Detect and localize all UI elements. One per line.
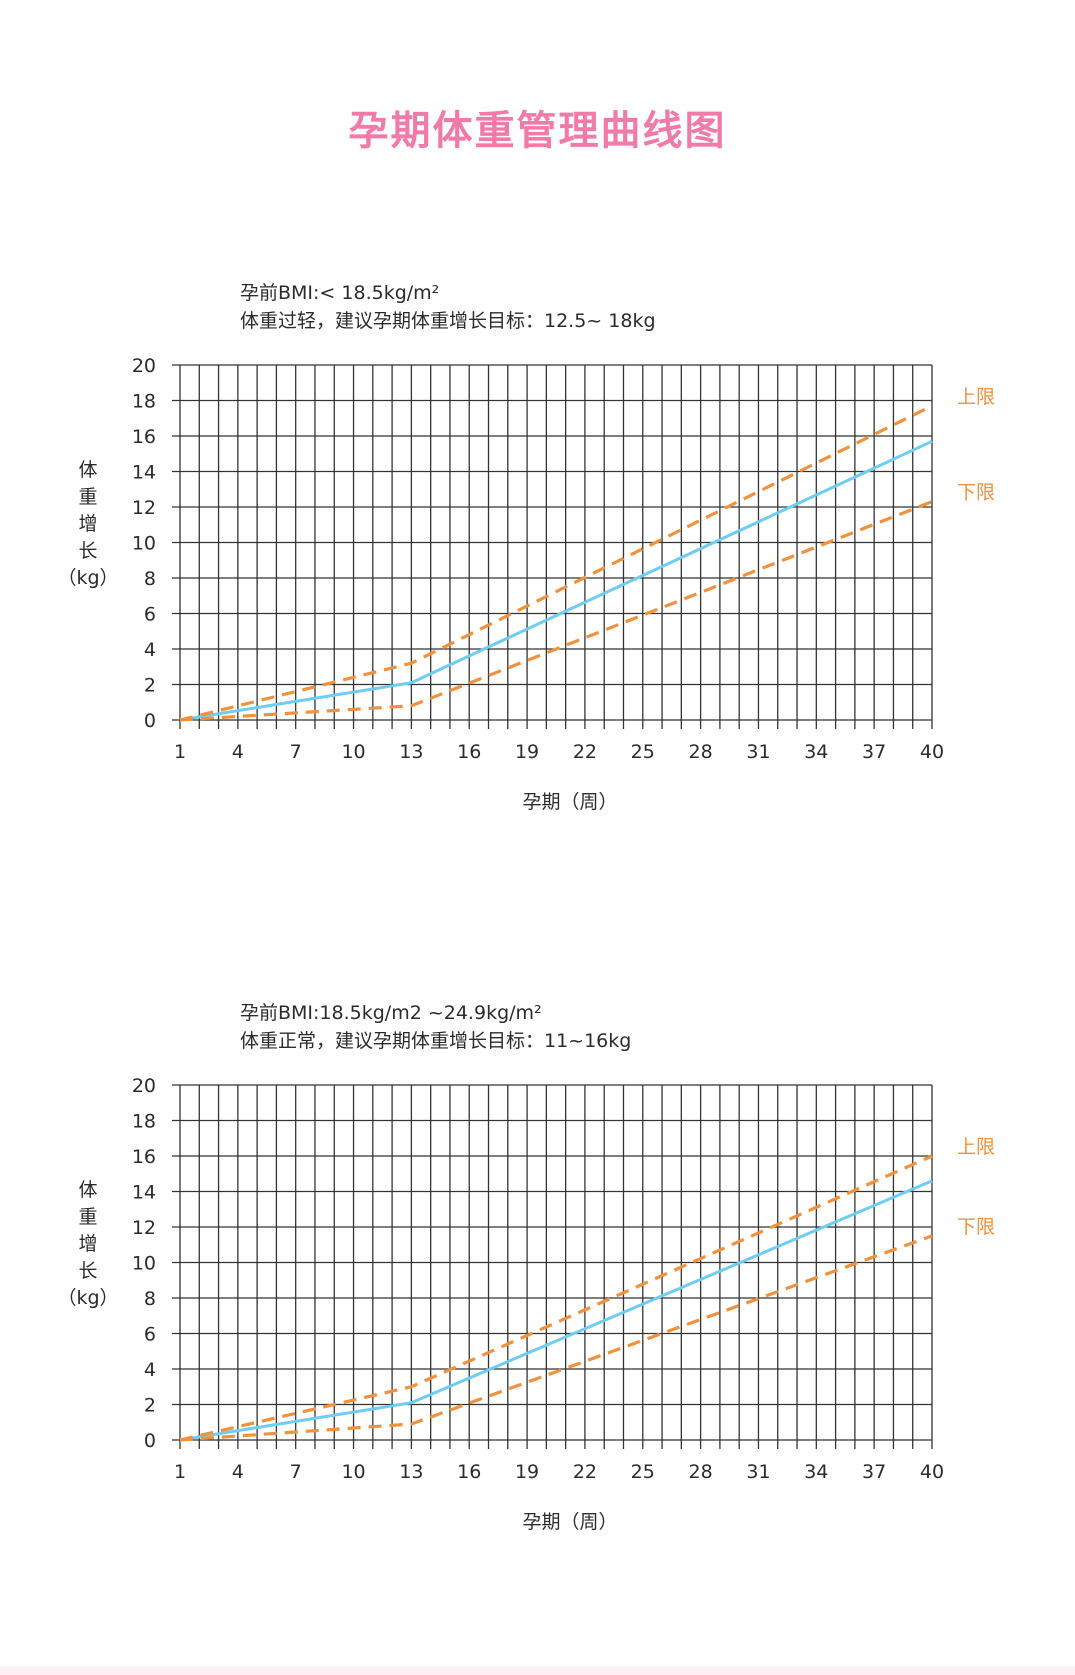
x-tick-label: 25 <box>631 741 655 763</box>
y-axis-label: 增 <box>78 1233 97 1255</box>
upper-limit-label: 上限 <box>957 386 995 408</box>
y-tick-label: 20 <box>132 1075 156 1097</box>
y-axis-label: 增 <box>78 513 97 535</box>
y-tick-label: 18 <box>132 1111 156 1133</box>
series-line-upper <box>179 404 933 722</box>
y-tick-label: 6 <box>144 1324 156 1346</box>
x-tick-label: 37 <box>862 1461 886 1483</box>
x-tick-label: 7 <box>290 1461 302 1483</box>
y-tick-label: 10 <box>132 1253 156 1275</box>
y-tick-label: 2 <box>144 675 156 697</box>
x-tick-label: 37 <box>862 741 886 763</box>
x-tick-label: 1 <box>174 1461 186 1483</box>
lower-limit-label: 下限 <box>957 1216 995 1238</box>
x-tick-label: 22 <box>573 741 597 763</box>
y-tick-label: 6 <box>144 604 156 626</box>
y-axis-label: 体 <box>78 459 97 481</box>
y-tick-label: 14 <box>132 462 156 484</box>
x-tick-label: 19 <box>515 1461 539 1483</box>
y-axis-label: 长 <box>78 540 97 562</box>
y-axis-label: （kg） <box>57 1287 118 1309</box>
x-tick-label: 40 <box>920 1461 944 1483</box>
y-tick-label: 4 <box>144 639 156 661</box>
x-tick-label: 22 <box>573 1461 597 1483</box>
upper-limit-label: 上限 <box>957 1136 995 1158</box>
page-title: 孕期体重管理曲线图 <box>348 108 727 154</box>
y-tick-label: 0 <box>144 710 156 732</box>
x-tick-label: 34 <box>804 741 828 763</box>
y-axis-label: 重 <box>78 486 97 508</box>
x-tick-label: 16 <box>457 1461 481 1483</box>
x-tick-label: 16 <box>457 741 481 763</box>
bmi-range-text: 孕前BMI:18.5kg/m2 ~24.9kg/m² <box>240 1002 542 1024</box>
y-tick-label: 8 <box>144 1288 156 1310</box>
x-tick-label: 10 <box>341 741 365 763</box>
y-tick-label: 2 <box>144 1395 156 1417</box>
x-axis-label: 孕期（周） <box>522 1511 617 1533</box>
y-tick-label: 12 <box>132 497 156 519</box>
x-tick-label: 7 <box>290 741 302 763</box>
series-line-upper <box>179 1154 933 1442</box>
y-tick-label: 12 <box>132 1217 156 1239</box>
y-tick-label: 4 <box>144 1359 156 1381</box>
bottom-decor-strip <box>0 1666 1075 1675</box>
y-tick-label: 8 <box>144 568 156 590</box>
chart-panel-underweight: 孕前BMI:< 18.5kg/m² 体重过轻，建议孕期体重增长目标：12.5~ … <box>0 278 1075 838</box>
x-tick-label: 13 <box>399 1461 423 1483</box>
weight-target-text: 体重正常，建议孕期体重增长目标：11~16kg <box>240 1030 632 1052</box>
series-line-actual <box>179 439 933 722</box>
y-axis-label: 体 <box>78 1179 97 1201</box>
x-tick-label: 28 <box>689 741 713 763</box>
series-line-actual <box>179 1179 933 1442</box>
x-tick-label: 40 <box>920 741 944 763</box>
y-tick-label: 20 <box>132 355 156 377</box>
y-axis-label: 长 <box>78 1260 97 1282</box>
series-line-lower <box>179 1234 933 1442</box>
y-tick-label: 10 <box>132 533 156 555</box>
x-tick-label: 31 <box>746 741 770 763</box>
x-tick-label: 13 <box>399 741 423 763</box>
y-tick-label: 16 <box>132 426 156 448</box>
x-tick-label: 31 <box>746 1461 770 1483</box>
x-tick-label: 4 <box>232 741 244 763</box>
y-tick-label: 14 <box>132 1182 156 1204</box>
y-tick-label: 16 <box>132 1146 156 1168</box>
x-tick-label: 4 <box>232 1461 244 1483</box>
x-tick-label: 1 <box>174 741 186 763</box>
lower-limit-label: 下限 <box>957 482 995 504</box>
x-tick-label: 19 <box>515 741 539 763</box>
series-line-lower <box>179 500 933 722</box>
y-tick-label: 18 <box>132 391 156 413</box>
x-tick-label: 28 <box>689 1461 713 1483</box>
chart-panel-normal: 孕前BMI:18.5kg/m2 ~24.9kg/m² 体重正常，建议孕期体重增长… <box>0 998 1075 1558</box>
x-axis-label: 孕期（周） <box>522 791 617 813</box>
y-axis-label: （kg） <box>57 567 118 589</box>
x-tick-label: 34 <box>804 1461 828 1483</box>
weight-target-text: 体重过轻，建议孕期体重增长目标：12.5~ 18kg <box>240 310 656 332</box>
x-tick-label: 10 <box>341 1461 365 1483</box>
x-tick-label: 25 <box>631 1461 655 1483</box>
y-tick-label: 0 <box>144 1430 156 1452</box>
bmi-range-text: 孕前BMI:< 18.5kg/m² <box>240 282 440 304</box>
y-axis-label: 重 <box>78 1206 97 1228</box>
